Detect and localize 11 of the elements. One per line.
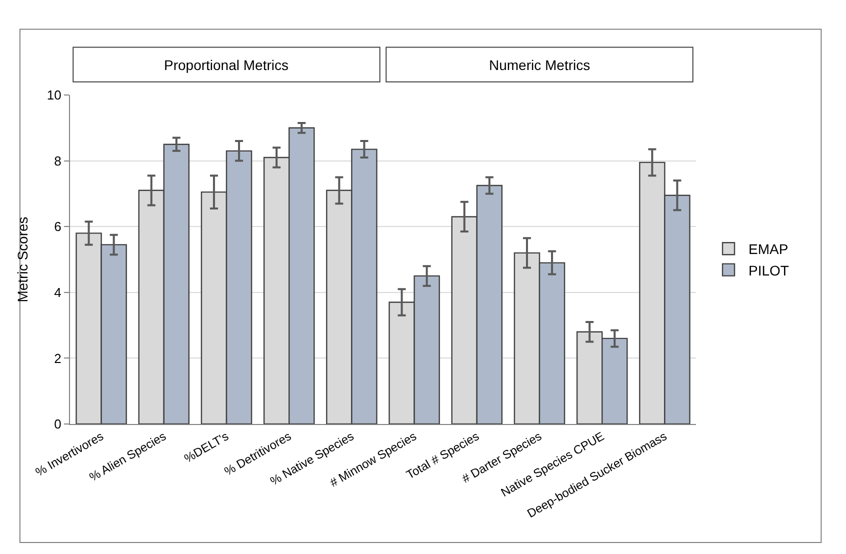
text: Numeric Metrics [489, 57, 590, 73]
y-tick-label: 2 [54, 350, 62, 366]
y-axis-title: Metric Scores [14, 216, 31, 302]
y-tick-label: 4 [54, 284, 62, 300]
text: Proportional Metrics [164, 57, 288, 73]
y-tick-label: 6 [54, 219, 62, 234]
y-tick-label: 10 [46, 88, 62, 103]
legend-label: EMAP [748, 241, 788, 258]
y-tick-label: 0 [54, 416, 62, 432]
y-tick-label: 8 [54, 153, 62, 168]
legend-label: PILOT [748, 262, 790, 278]
